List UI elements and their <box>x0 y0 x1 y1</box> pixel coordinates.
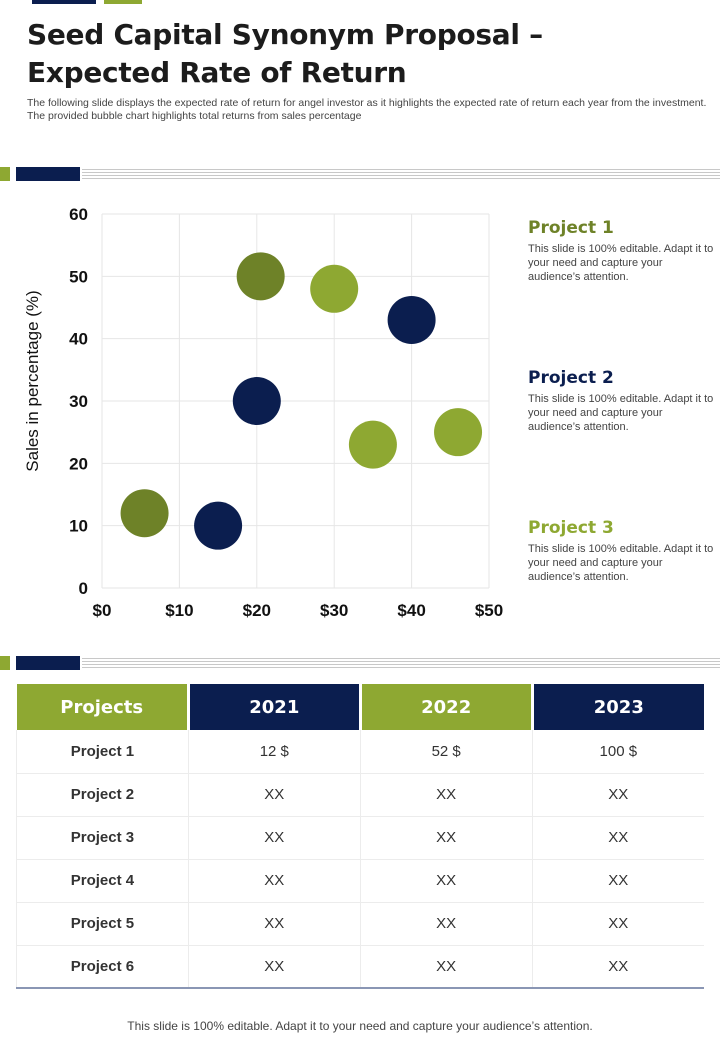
table-row: Project 2 XX XX XX <box>16 773 704 817</box>
chart-bubble <box>120 489 169 538</box>
divider-navy-block <box>16 656 80 670</box>
row-project-name: Project 4 <box>16 859 189 903</box>
legend-project-2: Project 2 This slide is 100% editable. A… <box>528 367 714 434</box>
chart-bubble <box>236 252 285 301</box>
y-tick-label: 20 <box>69 454 88 473</box>
table-row: Project 3 XX XX XX <box>16 816 704 860</box>
page-title: Seed Capital Synonym Proposal – Expected… <box>27 16 627 92</box>
header-projects: Projects <box>16 684 190 730</box>
legend-description: This slide is 100% editable. Adapt it to… <box>528 543 714 583</box>
chart-grid <box>101 213 490 589</box>
y-tick-label: 60 <box>69 205 88 224</box>
cell-2023: XX <box>532 945 704 989</box>
y-tick-label: 10 <box>69 517 88 536</box>
divider-lines <box>82 658 720 668</box>
cell-2021: XX <box>188 945 361 989</box>
page-subtitle: The following slide displays the expecte… <box>27 97 707 122</box>
cell-2021: XX <box>188 902 361 946</box>
divider-lines <box>82 169 720 179</box>
chart-bubble <box>387 295 436 344</box>
returns-table: Projects 2021 2022 2023 Project 1 12 $ 5… <box>16 684 704 989</box>
x-tick-label: $0 <box>93 601 112 620</box>
cell-2021: 12 $ <box>188 730 361 774</box>
title-line-2: Expected Rate of Return <box>27 56 407 89</box>
title-line-1: Seed Capital Synonym Proposal – <box>27 18 543 51</box>
divider-green-block <box>0 656 10 670</box>
y-tick-label: 50 <box>69 267 88 286</box>
y-tick-label: 40 <box>69 330 88 349</box>
cell-2021: XX <box>188 859 361 903</box>
divider-navy-block <box>16 167 80 181</box>
footer-note: This slide is 100% editable. Adapt it to… <box>127 1019 593 1033</box>
header-2022: 2022 <box>360 684 534 730</box>
cell-2022: XX <box>360 816 533 860</box>
cell-2023: XX <box>532 816 704 860</box>
legend-project-1: Project 1 This slide is 100% editable. A… <box>528 217 714 284</box>
cell-2023: XX <box>532 902 704 946</box>
top-accent-bar-navy <box>32 0 96 4</box>
table-row: Project 6 XX XX XX <box>16 945 704 989</box>
top-accent-bar-green <box>104 0 142 4</box>
cell-2023: 100 $ <box>532 730 704 774</box>
cell-2022: XX <box>360 773 533 817</box>
header-2021: 2021 <box>188 684 362 730</box>
row-project-name: Project 2 <box>16 773 189 817</box>
cell-2021: XX <box>188 816 361 860</box>
header-2023: 2023 <box>532 684 704 730</box>
x-tick-label: $30 <box>320 601 348 620</box>
cell-2021: XX <box>188 773 361 817</box>
y-tick-label: 30 <box>69 392 88 411</box>
table-row: Project 4 XX XX XX <box>16 859 704 903</box>
y-tick-label: 0 <box>79 579 88 598</box>
y-axis-label: Sales in percentage (%) <box>23 290 42 471</box>
table-row: Project 5 XX XX XX <box>16 902 704 946</box>
cell-2023: XX <box>532 859 704 903</box>
chart-bubble <box>348 420 397 469</box>
legend-project-3: Project 3 This slide is 100% editable. A… <box>528 517 714 584</box>
x-tick-label: $10 <box>165 601 193 620</box>
table-row: Project 1 12 $ 52 $ 100 $ <box>16 730 704 774</box>
cell-2022: 52 $ <box>360 730 533 774</box>
table-header-row: Projects 2021 2022 2023 <box>16 684 704 730</box>
row-project-name: Project 6 <box>16 945 189 989</box>
section-divider-bottom <box>0 656 720 670</box>
legend-title: Project 2 <box>528 368 614 388</box>
row-project-name: Project 5 <box>16 902 189 946</box>
x-tick-label: $50 <box>475 601 503 620</box>
x-tick-label: $20 <box>243 601 271 620</box>
bubble-chart: $0 $10 $20 $30 $40 $50 0 10 20 30 40 50 60 Sales in … <box>23 205 503 620</box>
x-tick-label: $40 <box>397 601 425 620</box>
divider-green-block <box>0 167 10 181</box>
row-project-name: Project 1 <box>16 730 189 774</box>
cell-2023: XX <box>532 773 704 817</box>
legend-description: This slide is 100% editable. Adapt it to… <box>528 243 714 283</box>
section-divider-top <box>0 167 720 181</box>
cell-2022: XX <box>360 859 533 903</box>
cell-2022: XX <box>360 945 533 989</box>
chart-bubbles <box>120 252 483 550</box>
legend-title: Project 1 <box>528 218 614 238</box>
chart-bubble <box>194 501 243 550</box>
chart-bubble <box>434 408 483 457</box>
row-project-name: Project 3 <box>16 816 189 860</box>
chart-bubble <box>232 377 281 425</box>
legend-description: This slide is 100% editable. Adapt it to… <box>528 393 714 433</box>
legend-title: Project 3 <box>528 518 614 538</box>
cell-2022: XX <box>360 902 533 946</box>
chart-ticks: $0 $10 $20 $30 $40 $50 0 10 20 30 40 50 60 <box>69 205 503 620</box>
chart-bubble <box>310 264 359 313</box>
